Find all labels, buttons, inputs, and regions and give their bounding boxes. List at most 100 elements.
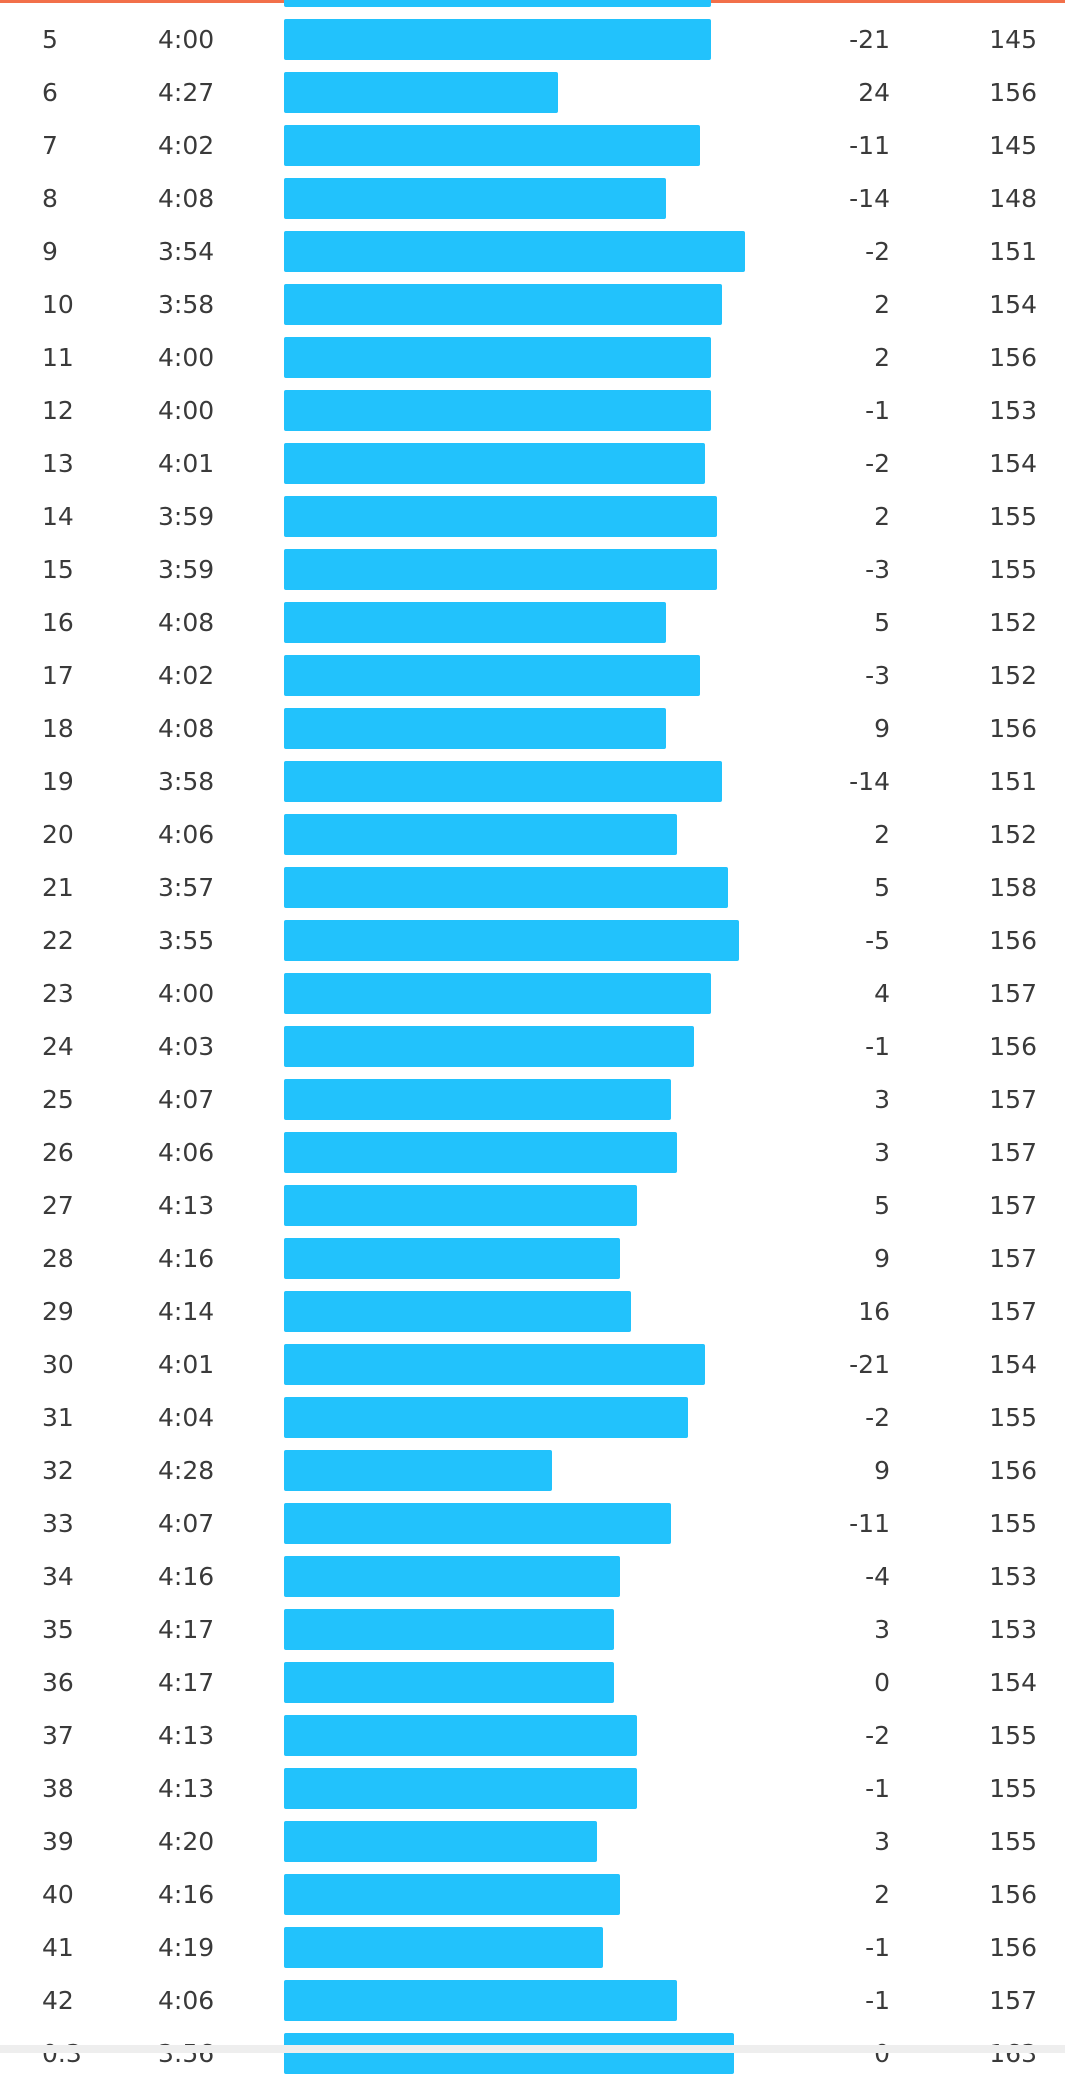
split-km: 37: [42, 1721, 74, 1750]
split-km: 9: [42, 237, 58, 266]
split-row: 26 4:06 3 157: [0, 1126, 1065, 1179]
split-row: 20 4:06 2 152: [0, 808, 1065, 861]
split-pace: 4:02: [158, 131, 215, 160]
split-km: 32: [42, 1456, 74, 1485]
split-elevation: -11: [849, 1509, 890, 1538]
split-pace: 4:01: [158, 449, 215, 478]
split-heart-rate: 148: [989, 184, 1037, 213]
split-pace: 4:08: [158, 608, 215, 637]
split-heart-rate: 156: [989, 1933, 1037, 1962]
split-heart-rate: 155: [989, 1721, 1037, 1750]
split-heart-rate: 157: [989, 1244, 1037, 1273]
split-heart-rate: 155: [989, 1827, 1037, 1856]
split-elevation: 5: [874, 1191, 890, 1220]
pace-bar: [284, 1556, 620, 1597]
split-elevation: 24: [858, 78, 890, 107]
split-km: 15: [42, 555, 74, 584]
split-pace: 4:07: [158, 1509, 215, 1538]
split-km: 6: [42, 78, 58, 107]
split-row: 4 4:00 -9 145: [0, 0, 1065, 13]
split-elevation: -1: [865, 396, 890, 425]
split-row: 17 4:02 -3 152: [0, 649, 1065, 702]
split-row: 31 4:04 -2 155: [0, 1391, 1065, 1444]
split-km: 30: [42, 1350, 74, 1379]
split-pace: 3:55: [158, 926, 215, 955]
split-elevation: 2: [874, 290, 890, 319]
split-km: 28: [42, 1244, 74, 1273]
split-row: 5 4:00 -21 145: [0, 13, 1065, 66]
pace-bar: [284, 284, 722, 325]
split-pace: 4:01: [158, 1350, 215, 1379]
split-elevation: 3: [874, 1827, 890, 1856]
split-heart-rate: 151: [989, 767, 1037, 796]
split-km: 35: [42, 1615, 74, 1644]
split-elevation: -1: [865, 1774, 890, 1803]
split-pace: 4:14: [158, 1297, 215, 1326]
split-pace: 4:08: [158, 184, 215, 213]
split-km: 23: [42, 979, 74, 1008]
split-heart-rate: 155: [989, 1509, 1037, 1538]
split-heart-rate: 156: [989, 78, 1037, 107]
split-heart-rate: 156: [989, 714, 1037, 743]
split-elevation: -2: [865, 1403, 890, 1432]
split-heart-rate: 153: [989, 1562, 1037, 1591]
split-km: 0.3: [42, 2039, 82, 2068]
split-pace: 4:06: [158, 1986, 215, 2015]
split-row: 36 4:17 0 154: [0, 1656, 1065, 1709]
split-heart-rate: 156: [989, 1880, 1037, 1909]
pace-bar: [284, 0, 711, 7]
split-pace: 3:57: [158, 873, 215, 902]
split-pace: 4:00: [158, 979, 215, 1008]
split-row: 39 4:20 3 155: [0, 1815, 1065, 1868]
split-km: 41: [42, 1933, 74, 1962]
split-elevation: 2: [874, 343, 890, 372]
split-elevation: -2: [865, 237, 890, 266]
split-pace: 4:00: [158, 0, 268, 13]
split-pace: 4:04: [158, 1403, 215, 1432]
split-pace: 4:17: [158, 1668, 215, 1697]
split-pace: 4:06: [158, 1138, 215, 1167]
split-elevation: 3: [874, 1615, 890, 1644]
split-heart-rate: 155: [989, 1403, 1037, 1432]
split-pace: 4:19: [158, 1933, 215, 1962]
pace-bar: [284, 920, 739, 961]
split-elevation: -9: [770, 0, 890, 13]
pace-bar: [284, 1238, 620, 1279]
split-heart-rate: 154: [989, 1350, 1037, 1379]
split-heart-rate: 157: [989, 979, 1037, 1008]
split-heart-rate: 157: [989, 1297, 1037, 1326]
split-km: 19: [42, 767, 74, 796]
split-pace: 4:00: [158, 25, 215, 54]
pace-bar: [284, 1768, 637, 1809]
split-heart-rate: 155: [989, 502, 1037, 531]
split-km: 14: [42, 502, 74, 531]
split-row: 23 4:00 4 157: [0, 967, 1065, 1020]
split-heart-rate: 145: [989, 131, 1037, 160]
split-row: 16 4:08 5 152: [0, 596, 1065, 649]
split-heart-rate: 154: [989, 449, 1037, 478]
split-elevation: 5: [874, 608, 890, 637]
split-heart-rate: 145: [917, 0, 1037, 13]
split-km: 27: [42, 1191, 74, 1220]
split-row: 33 4:07 -11 155: [0, 1497, 1065, 1550]
split-pace: 4:13: [158, 1774, 215, 1803]
pace-bar: [284, 231, 745, 272]
split-row: 28 4:16 9 157: [0, 1232, 1065, 1285]
split-km: 36: [42, 1668, 74, 1697]
split-km: 40: [42, 1880, 74, 1909]
split-row: 35 4:17 3 153: [0, 1603, 1065, 1656]
split-heart-rate: 155: [989, 1774, 1037, 1803]
pace-bar: [284, 2033, 734, 2074]
split-km: 4: [42, 0, 132, 13]
split-row: 18 4:08 9 156: [0, 702, 1065, 755]
split-heart-rate: 156: [989, 926, 1037, 955]
split-elevation: -4: [865, 1562, 890, 1591]
split-heart-rate: 156: [989, 343, 1037, 372]
split-row: 34 4:16 -4 153: [0, 1550, 1065, 1603]
split-row: 24 4:03 -1 156: [0, 1020, 1065, 1073]
split-heart-rate: 157: [989, 1138, 1037, 1167]
split-pace: 4:03: [158, 1032, 215, 1061]
split-row: 14 3:59 2 155: [0, 490, 1065, 543]
split-elevation: 3: [874, 1138, 890, 1167]
